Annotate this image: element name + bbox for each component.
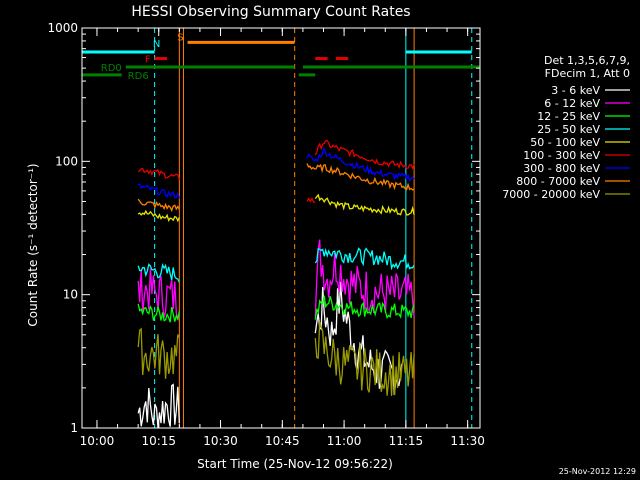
flag-label-rd0: RD0: [101, 63, 122, 74]
legend-label: 800 - 7000 keV: [516, 175, 600, 188]
x-tick-label: 10:30: [203, 434, 238, 448]
legend-label: 12 - 25 keV: [537, 110, 600, 123]
x-tick-label: 11:30: [450, 434, 485, 448]
y-tick-label: 100: [55, 154, 78, 168]
x-tick-label: 11:00: [327, 434, 362, 448]
vertical-lines: [154, 28, 473, 428]
series-line-100-300-: [314, 139, 415, 170]
series-line-300-800-: [137, 183, 180, 199]
legend-header: Det 1,3,5,6,7,9,: [544, 54, 630, 67]
legend: Det 1,3,5,6,7,9,FDecim 1, Att 0 3 - 6 keV…: [502, 54, 630, 201]
legend-label: 25 - 50 keV: [537, 123, 600, 136]
series-line-12-25-: [314, 295, 415, 320]
series-line-25-50-: [314, 247, 415, 271]
flag-label-s: S: [177, 32, 183, 43]
series-line-800-7000-: [137, 198, 180, 213]
series-line-6-12-: [137, 268, 180, 321]
chart-title: HESSI Observing Summary Count Rates: [131, 4, 410, 20]
flag-label-n: N: [153, 39, 160, 50]
flag-label-rd6: RD6: [128, 71, 149, 82]
x-tick-label: 10:45: [265, 434, 300, 448]
series-line-100-300-: [137, 168, 180, 180]
timestamp: 25-Nov-2012 12:29: [559, 467, 636, 476]
x-tick-label: 11:15: [389, 434, 424, 448]
legend-label: 300 - 800 keV: [523, 162, 600, 175]
legend-header: FDecim 1, Att 0: [545, 67, 630, 80]
x-tick-label: 10:15: [141, 434, 176, 448]
y-tick-label: 10: [63, 288, 78, 302]
x-axis-label: Start Time (25-Nov-12 09:56:22): [197, 457, 393, 471]
axes: 10:00 10:15 10:30 10:45 11:00 11:15 11:30 1 10 10…: [47, 21, 484, 448]
series-line-6-12-: [314, 239, 415, 318]
series-line-7000-20000-: [314, 321, 415, 396]
flag-bars: N S F RD0 RD6: [82, 32, 480, 82]
y-tick-label: 1000: [47, 21, 78, 35]
series-line-50-100-: [137, 209, 180, 223]
series-line-25-50-: [137, 262, 180, 283]
series-line-800-7000-: [306, 163, 415, 191]
series-line-300-800-: [306, 147, 415, 183]
legend-label: 6 - 12 keV: [544, 97, 600, 110]
legend-label: 7000 - 20000 keV: [502, 188, 600, 201]
y-axis-label: Count Rate (s⁻¹ detector⁻¹): [26, 163, 40, 326]
flag-label-f: F: [145, 55, 151, 66]
legend-label: 50 - 100 keV: [530, 136, 600, 149]
series-line-100-300-: [306, 197, 316, 203]
series-line-50-100-: [314, 193, 415, 216]
series-line-7000-20000-: [137, 327, 180, 379]
x-tick-label: 10:00: [80, 434, 115, 448]
plot-frame: [81, 27, 481, 429]
y-tick-label: 1: [70, 421, 78, 435]
series-line-3-6-: [314, 281, 403, 395]
series-line-12-25-: [137, 303, 180, 323]
legend-label: 100 - 300 keV: [523, 149, 600, 162]
legend-label: 3 - 6 keV: [551, 84, 600, 97]
